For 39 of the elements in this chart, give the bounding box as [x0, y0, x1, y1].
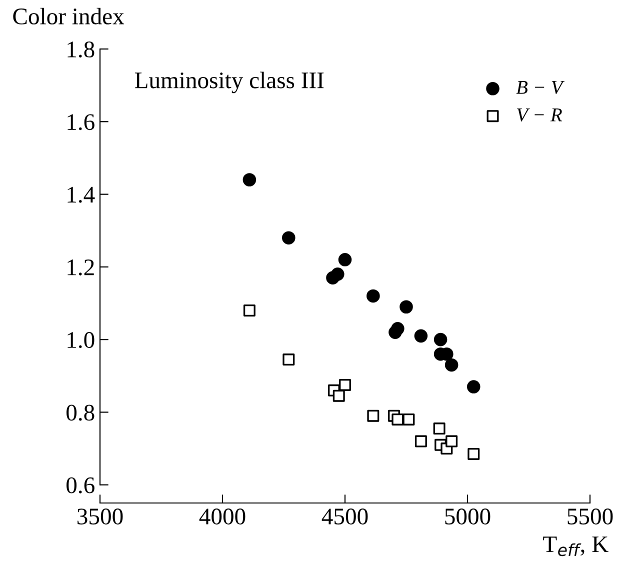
x-tick-label: 3500: [78, 508, 123, 524]
y-tick-label: 1.8: [68, 41, 94, 58]
y-tick-label: 1.2: [68, 259, 94, 276]
point: [414, 329, 428, 343]
legend-label: B − V: [516, 81, 565, 94]
y-tick-label: 1.0: [68, 332, 94, 348]
point: [434, 332, 448, 346]
point: [466, 380, 480, 394]
point: [367, 410, 380, 422]
point: [366, 289, 380, 303]
y-tick-label: 1.4: [68, 186, 95, 203]
point: [391, 322, 404, 336]
point: [400, 300, 413, 314]
point: [282, 354, 295, 366]
x-tick-label: 5500: [568, 508, 613, 524]
annotation: Luminosity class III: [134, 72, 324, 94]
x-axis-title: T$_{eff}$, K: [543, 536, 608, 556]
point: [282, 231, 296, 245]
x-tick-label: 5000: [445, 508, 490, 524]
y-axis-title: Color index: [13, 8, 124, 24]
point: [402, 413, 415, 426]
point: [468, 448, 480, 460]
point: [414, 435, 427, 448]
legend-label: V − R: [517, 108, 562, 122]
point: [242, 173, 256, 186]
point: [243, 304, 256, 316]
point: [392, 413, 404, 426]
y-tick-label: 1.6: [68, 114, 94, 130]
y-tick-label: 0.8: [66, 404, 94, 421]
point: [339, 378, 351, 391]
point: [446, 435, 458, 448]
x-tick-label: 4000: [199, 508, 246, 524]
point: [331, 268, 344, 281]
point: [338, 253, 352, 266]
point: [433, 422, 446, 435]
x-tick-label: 4500: [322, 508, 368, 524]
point: [332, 390, 345, 402]
y-tick-label: 0.6: [66, 477, 94, 494]
point: [444, 358, 458, 372]
